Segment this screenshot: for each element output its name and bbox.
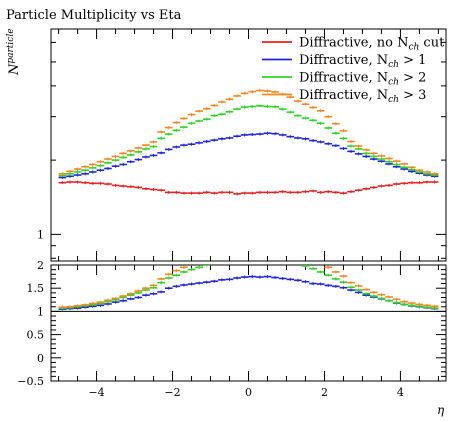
ratio-y-tick-label: 1.5 bbox=[27, 282, 45, 295]
main-panel: 1 bbox=[37, 28, 447, 262]
legend-entry: Diffractive, Nch > 3 bbox=[299, 88, 426, 105]
x-tick-label: 2 bbox=[321, 386, 328, 399]
y-axis-title-main: Nparticle bbox=[6, 28, 22, 76]
x-tick-label: −2 bbox=[164, 386, 180, 399]
y-axis-title-superscript: particle bbox=[6, 28, 16, 63]
ratio-y-tick-label: 0 bbox=[37, 352, 44, 365]
ratio-y-tick-label: 0.5 bbox=[27, 329, 45, 342]
ratio-data-marks bbox=[58, 265, 439, 311]
series-3-ratio bbox=[58, 265, 439, 309]
chart-title: Particle Multiplicity vs Eta bbox=[6, 8, 182, 23]
series-2-ratio bbox=[58, 265, 439, 310]
series-1-main bbox=[58, 131, 439, 180]
x-axis-title: η bbox=[437, 403, 445, 417]
y-axis-title-symbol: N bbox=[7, 63, 22, 76]
x-tick-label: 4 bbox=[397, 386, 404, 399]
legend-entry: Diffractive, Nch > 1 bbox=[299, 53, 426, 70]
legend-entry: Diffractive, Nch > 2 bbox=[299, 71, 426, 88]
ratio-panel: −4 −2 0 2 4 −0.5 0 0.5 1 1.5 2 bbox=[17, 259, 447, 399]
series-2-main bbox=[58, 104, 439, 178]
x-tick-label: 0 bbox=[245, 386, 252, 399]
ratio-y-tick-label: −0.5 bbox=[17, 375, 44, 388]
series-3-main bbox=[58, 89, 439, 176]
series-0-main bbox=[58, 180, 439, 196]
ratio-frame bbox=[50, 264, 447, 382]
ratio-y-tick-label: 1 bbox=[37, 305, 44, 318]
ratio-y-tick-label: 2 bbox=[37, 259, 44, 272]
legend-entry: Diffractive, no Nch cut bbox=[299, 36, 445, 53]
svg-text:Nparticle: Nparticle bbox=[6, 28, 22, 76]
x-tick-label: −4 bbox=[88, 386, 104, 399]
main-y-tick-label: 1 bbox=[37, 228, 44, 241]
series-1-ratio bbox=[58, 275, 439, 311]
main-data-marks bbox=[58, 89, 439, 196]
